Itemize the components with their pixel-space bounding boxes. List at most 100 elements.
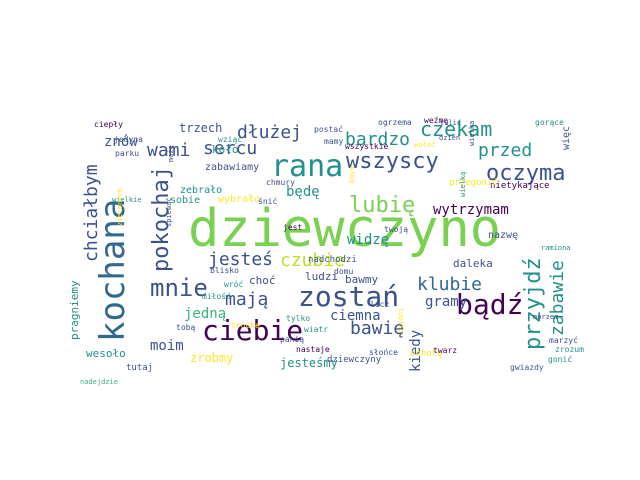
cloud-word: biedni [397, 308, 405, 333]
cloud-word: tylko [286, 314, 310, 323]
cloud-word: jest [283, 223, 302, 232]
cloud-word: ogrzema [378, 118, 412, 127]
cloud-word: sercu [203, 138, 257, 159]
cloud-word: koło [212, 143, 239, 156]
cloud-word: widzę [347, 232, 389, 248]
cloud-word: wszystkie [345, 142, 389, 151]
cloud-word: bawię [350, 318, 404, 339]
cloud-word: wybrało [218, 194, 260, 205]
cloud-word: kiedy [408, 330, 424, 372]
cloud-word: klubie [417, 274, 482, 295]
cloud-word: ochotę [410, 349, 443, 359]
cloud-word: choć [249, 274, 276, 287]
cloud-word: słońce [369, 348, 398, 357]
cloud-word: morzem [533, 313, 558, 321]
cloud-word: przegonić [449, 177, 498, 188]
cloud-word: wołać [414, 141, 435, 149]
cloud-word: zabawie [547, 260, 568, 336]
cloud-word: wziąć [218, 134, 242, 144]
cloud-word: gwiazdy [510, 363, 544, 372]
cloud-word: przed [478, 140, 532, 161]
cloud-word: mają [225, 289, 268, 310]
cloud-word: będę [286, 184, 320, 200]
cloud-word: zielonych [116, 188, 124, 226]
cloud-word: rana [271, 149, 343, 184]
cloud-word: śpiewać [165, 197, 173, 227]
cloud-word: zrobmy [190, 351, 233, 365]
cloud-word: daleka [453, 257, 493, 270]
cloud-word: ciebie [202, 314, 303, 347]
cloud-word: miłość [202, 291, 231, 301]
cloud-word: może [167, 145, 175, 162]
cloud-word: wiatr [304, 325, 328, 334]
cloud-word: przyjdź [521, 257, 546, 350]
cloud-word: ludzi [305, 270, 338, 283]
cloud-word: oczyma [486, 161, 565, 186]
cloud-word: wszyscy [346, 149, 439, 174]
cloud-word: bawmy [345, 273, 378, 286]
cloud-word: dłużej [237, 122, 302, 143]
cloud-word: gorące [535, 118, 564, 127]
cloud-word: nazwę [488, 230, 518, 241]
cloud-word: wesoło [86, 347, 126, 360]
cloud-word: czubie [280, 250, 345, 271]
cloud-word: nietykające [490, 181, 550, 191]
cloud-word: więc [561, 126, 572, 150]
cloud-word: zebrało [180, 185, 222, 196]
cloud-word: zabawiamy [205, 162, 259, 173]
cloud-word: domu [334, 267, 353, 276]
cloud-word: panią [280, 335, 304, 344]
cloud-word: pragniemy [68, 280, 81, 340]
cloud-word: gonić [548, 354, 572, 364]
cloud-word: mnie [150, 274, 208, 302]
cloud-word: chciałbym [81, 164, 102, 262]
cloud-word: nadejdzie [80, 378, 118, 386]
cloud-word: jesteśmy [280, 356, 338, 370]
cloud-word: ciepły [94, 120, 123, 129]
cloud-word: postać [314, 124, 343, 134]
cloud-word: dzień [439, 134, 460, 142]
cloud-word: lecz [370, 300, 389, 309]
cloud-word: kochana [93, 199, 133, 342]
cloud-word: jedną [184, 306, 226, 322]
cloud-word: nastaje [296, 345, 330, 354]
cloud-word: tutaj [126, 363, 153, 373]
cloud-word: pokochaj [149, 166, 174, 272]
cloud-word: bądź [456, 288, 523, 321]
cloud-word: mamy [324, 137, 343, 146]
cloud-word: zostań [298, 280, 399, 313]
cloud-word: tobą [176, 323, 195, 332]
cloud-word: boys [348, 166, 356, 183]
cloud-word: nadchodzi [308, 255, 357, 265]
cloud-word: wami [147, 140, 190, 161]
cloud-word: wielką [459, 172, 467, 197]
cloud-word: chmury [266, 178, 295, 187]
cloud-word: wielkie [112, 196, 142, 204]
cloud-word: trzech [179, 121, 222, 135]
cloud-word: gramy [425, 294, 467, 310]
cloud-word: bardzo [345, 129, 410, 150]
cloud-word: ciemna [330, 308, 381, 324]
cloud-word: parku [115, 149, 139, 158]
cloud-word: wróć [224, 279, 243, 289]
cloud-word: blisko [210, 266, 239, 275]
cloud-word: wielka [468, 121, 476, 146]
cloud-word: sobie [170, 195, 200, 206]
cloud-word: dziewczyny [327, 355, 382, 365]
cloud-word: twoją [384, 225, 408, 234]
cloud-word: wytrzymam [433, 202, 509, 218]
cloud-word: twarz [433, 346, 457, 355]
cloud-word: znów [104, 134, 138, 150]
cloud-word: dziewczyno [188, 199, 501, 259]
cloud-word: weźmę [424, 116, 448, 125]
cloud-word: lubię [349, 193, 415, 218]
cloud-word: jedyna [114, 135, 143, 144]
cloud-word: zrozum [555, 345, 584, 354]
cloud-word: czekam [420, 117, 492, 141]
cloud-word: ramiona [541, 244, 571, 252]
cloud-word: jesteś [208, 249, 273, 270]
cloud-word: marzyć [549, 335, 578, 345]
cloud-word: moim [150, 338, 184, 354]
cloud-word: trochę [231, 321, 260, 330]
